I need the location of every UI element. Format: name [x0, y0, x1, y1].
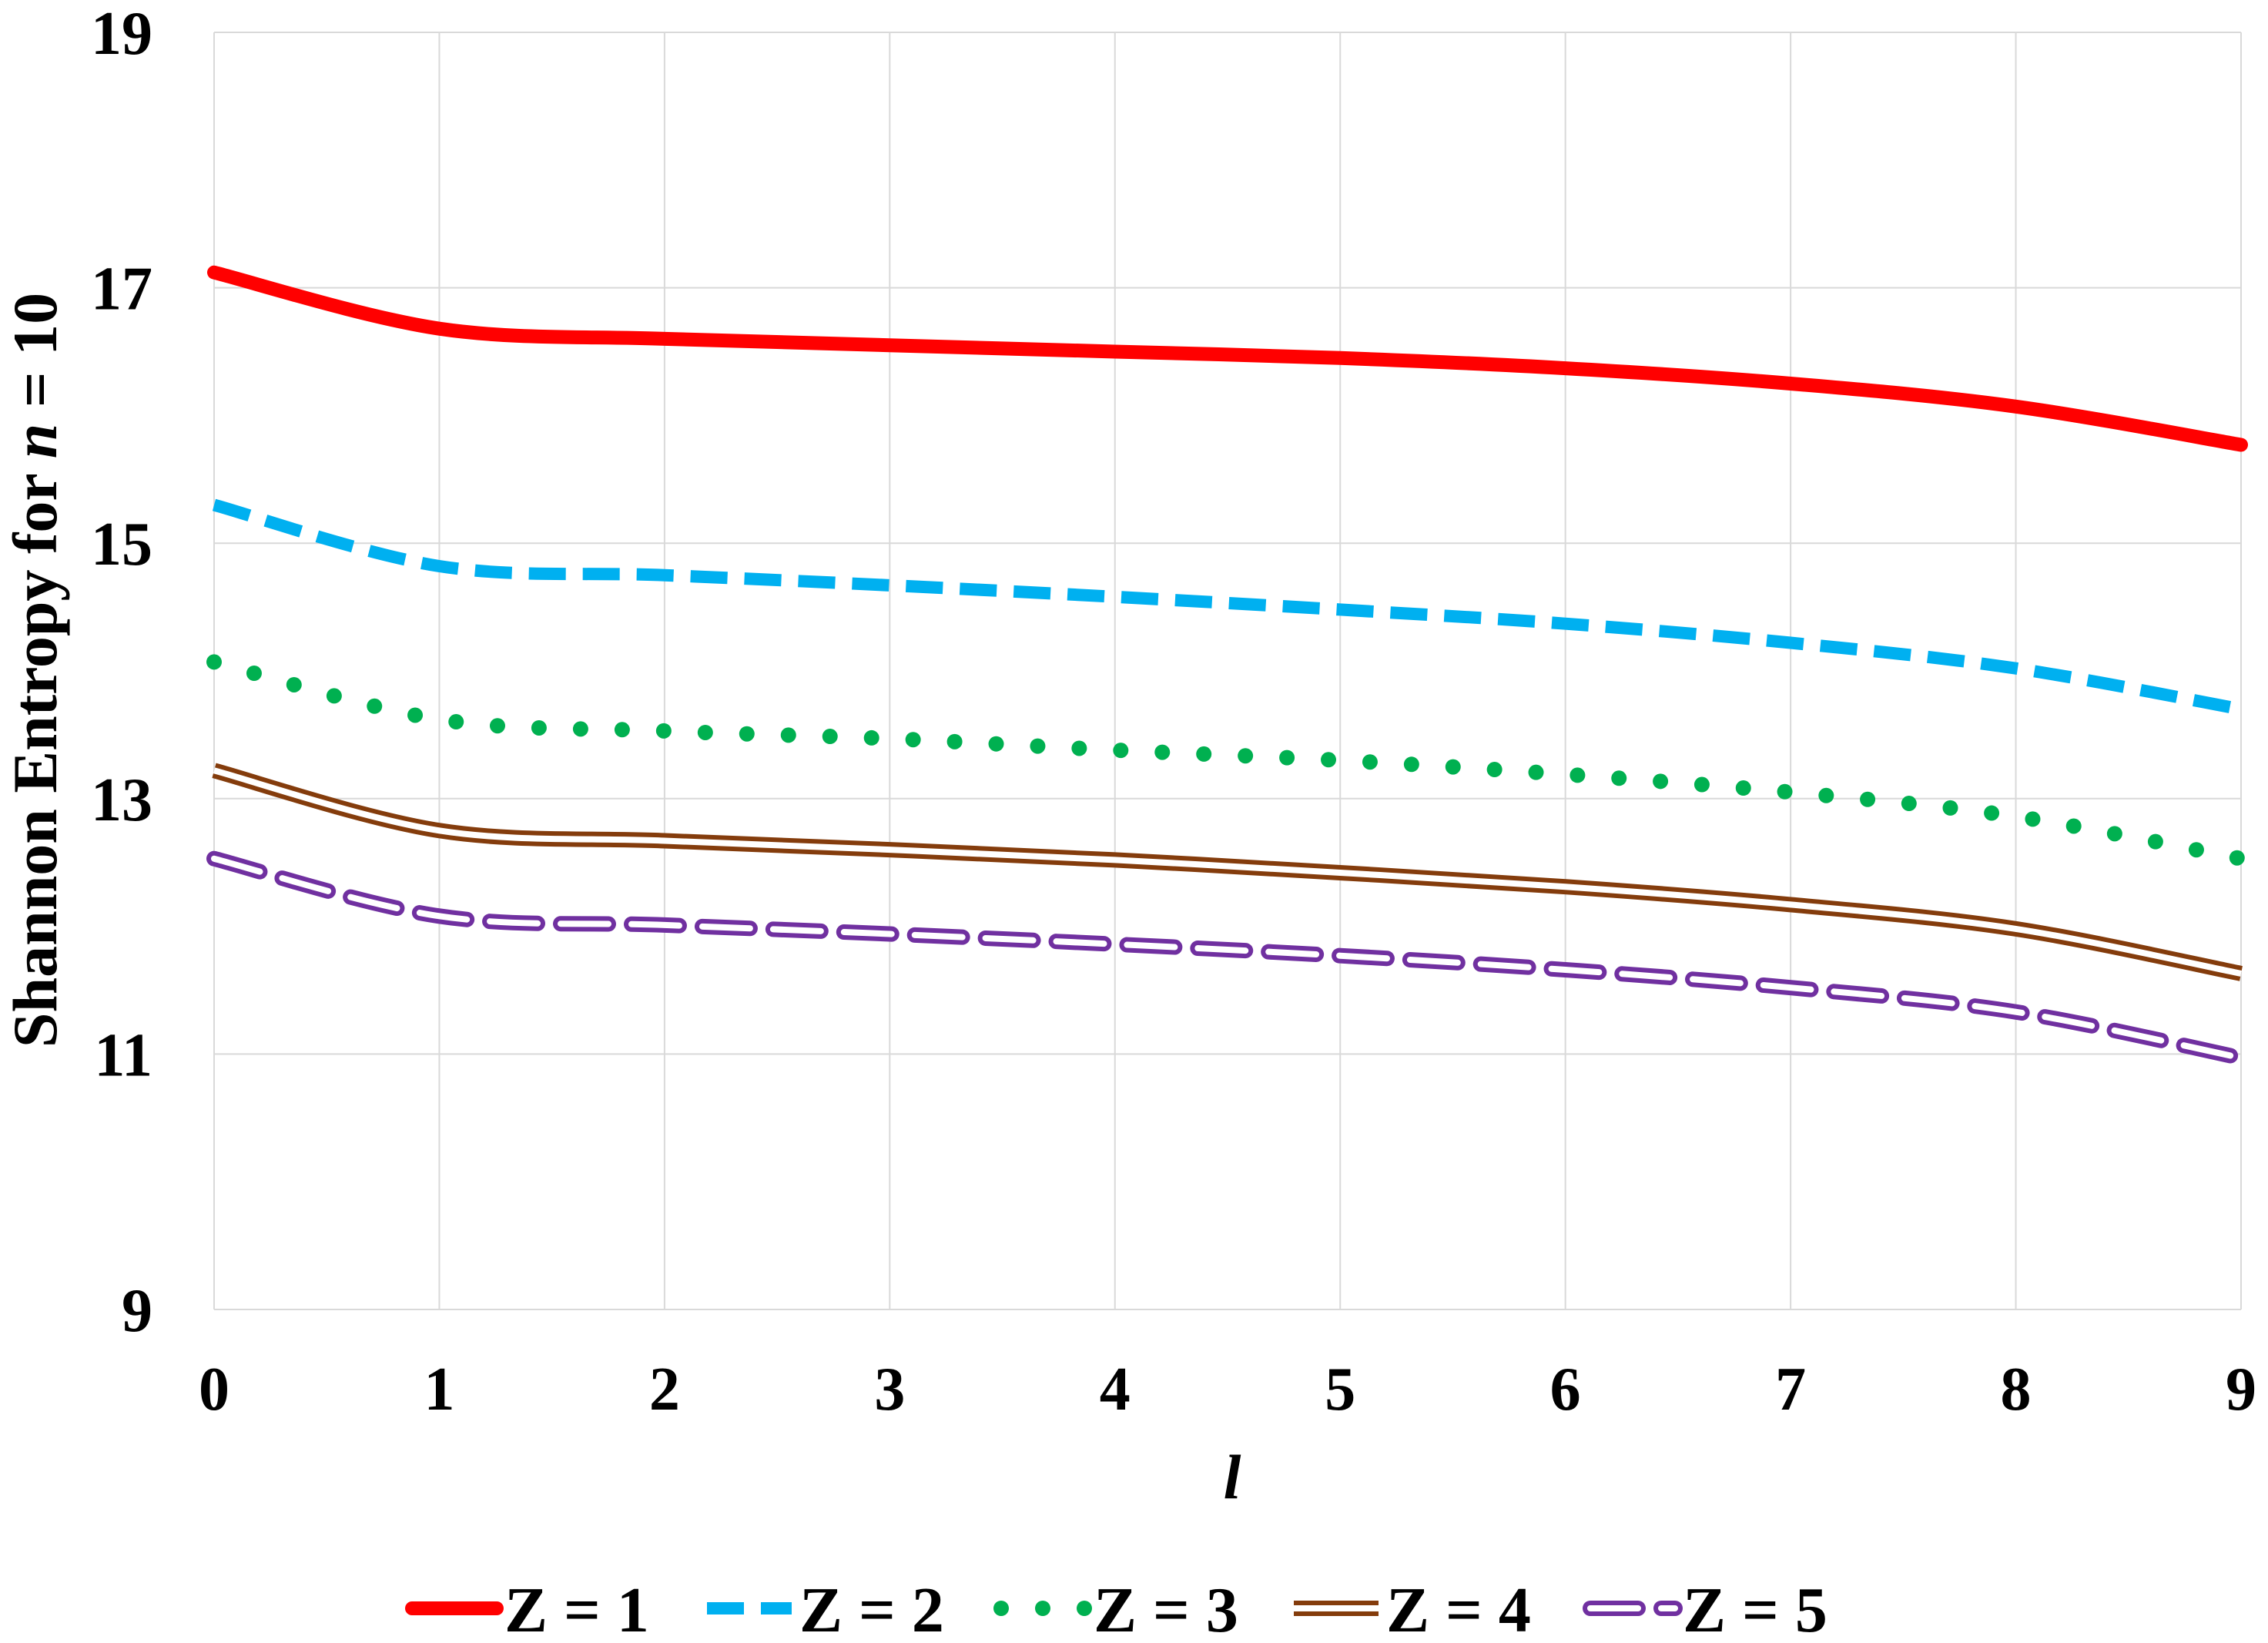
x-tick-label: 1 [424, 1356, 454, 1423]
series-4 [212, 763, 2243, 981]
series-line-2 [212, 498, 2243, 716]
series-line-3 [206, 654, 2249, 867]
legend-label-2: Z = 2 [799, 1574, 944, 1643]
series-layer [206, 265, 2249, 1066]
series-2 [212, 498, 2243, 716]
legend-item-5: Z = 5 [1583, 1574, 1827, 1643]
x-axis-ticks: 0 1 2 3 4 5 6 7 8 9 [199, 1356, 2256, 1423]
y-tick-label: 13 [91, 766, 152, 834]
x-tick-label: 0 [199, 1356, 229, 1423]
legend-label-5: Z = 5 [1683, 1574, 1827, 1643]
x-tick-label: 5 [1325, 1356, 1355, 1423]
y-axis-title-suffix: = 10 [0, 293, 70, 424]
series-line-5 [206, 850, 2249, 1066]
legend-label-4: Z = 4 [1386, 1574, 1531, 1643]
x-tick-label: 8 [2001, 1356, 2032, 1423]
y-tick-label: 17 [91, 256, 152, 324]
legend-item-1: Z = 1 [405, 1574, 649, 1643]
legend-item-4: Z = 4 [1294, 1574, 1531, 1643]
legend-label-1: Z = 1 [504, 1574, 649, 1643]
series-line-1 [207, 265, 2248, 452]
series-line-5-inner [211, 855, 2244, 1061]
series-line-4-inner [213, 767, 2242, 977]
legend-label-3: Z = 3 [1094, 1574, 1238, 1643]
y-axis-ticks: 9 11 13 15 17 19 [91, 0, 152, 1345]
x-tick-label: 7 [1775, 1356, 1806, 1423]
y-tick-label: 11 [94, 1021, 152, 1089]
series-line-4 [212, 763, 2243, 981]
x-tick-label: 4 [1100, 1356, 1131, 1423]
y-tick-label: 9 [122, 1277, 152, 1345]
series-1 [207, 265, 2248, 452]
grid [213, 32, 2242, 1310]
x-tick-label: 2 [649, 1356, 680, 1423]
series-3 [206, 654, 2249, 867]
x-tick-label: 6 [1550, 1356, 1581, 1423]
legend-item-3: Z = 3 [993, 1574, 1238, 1643]
x-tick-label: 3 [874, 1356, 905, 1423]
y-tick-label: 19 [91, 0, 152, 68]
x-axis-title: l [1224, 1442, 1241, 1512]
x-tick-label: 9 [2226, 1356, 2256, 1423]
legend-item-2: Z = 2 [707, 1574, 944, 1643]
y-tick-label: 15 [91, 511, 152, 578]
y-axis-title-prefix: Shannon Entropy for [0, 458, 70, 1048]
series-5 [206, 850, 2249, 1066]
legend: Z = 1 Z = 2 Z = 3 Z = 4 Z = 5 [405, 1574, 1827, 1643]
y-axis-title-variable: n [0, 424, 70, 459]
y-axis-title: Shannon Entropy for n = 10 [0, 293, 70, 1048]
series-line-5-outer [206, 850, 2249, 1066]
